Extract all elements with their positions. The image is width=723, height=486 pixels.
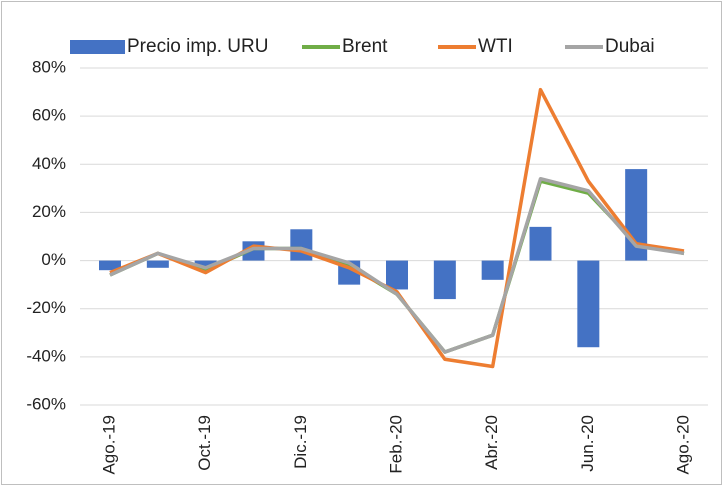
bar bbox=[99, 260, 121, 271]
x-tick-label: Feb.-20 bbox=[386, 415, 405, 474]
x-tick-label: Ago.-19 bbox=[99, 415, 118, 475]
line bbox=[109, 176, 685, 354]
bar bbox=[146, 260, 169, 268]
bar bbox=[529, 226, 552, 261]
x-tick-label: Abr.-20 bbox=[482, 415, 501, 470]
legend-label: Brent bbox=[342, 36, 388, 57]
legend-swatch bbox=[70, 40, 125, 54]
y-tick-label: -60% bbox=[26, 394, 66, 413]
bar bbox=[577, 260, 600, 348]
bar bbox=[433, 260, 456, 300]
y-tick-label: 40% bbox=[32, 154, 66, 173]
x-tick-label: Oct.-19 bbox=[195, 415, 214, 471]
bar bbox=[290, 229, 313, 261]
y-tick-label: 60% bbox=[32, 106, 66, 125]
y-tick-label: 0% bbox=[41, 250, 66, 269]
y-tick-label: 20% bbox=[32, 202, 66, 221]
line bbox=[109, 87, 685, 369]
legend-label: Precio imp. URU bbox=[127, 36, 268, 57]
x-tick-label: Dic.-19 bbox=[291, 415, 310, 469]
legend-label: WTI bbox=[478, 36, 513, 57]
bar bbox=[481, 260, 504, 280]
y-tick-label: 80% bbox=[32, 57, 66, 76]
y-tick-label: -40% bbox=[26, 346, 66, 365]
bar bbox=[194, 260, 217, 268]
x-tick-label: Ago.-20 bbox=[673, 415, 692, 475]
bar bbox=[386, 260, 408, 290]
y-tick-label: -20% bbox=[26, 298, 66, 317]
legend-label: Dubai bbox=[605, 36, 655, 57]
x-tick-label: Jun.-20 bbox=[578, 415, 597, 472]
